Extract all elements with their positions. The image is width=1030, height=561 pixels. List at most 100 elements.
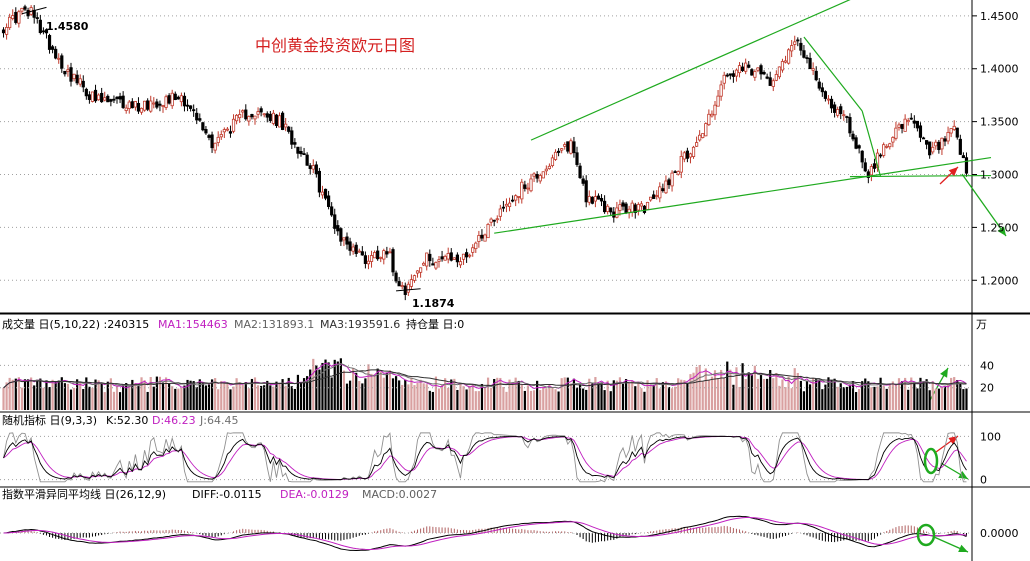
volume-bar xyxy=(232,386,235,410)
volume-bar xyxy=(815,378,818,410)
volume-bar xyxy=(618,377,622,410)
candle-body xyxy=(351,246,355,252)
volume-bar xyxy=(388,370,392,410)
candle-body xyxy=(897,124,901,128)
volume-bar xyxy=(750,374,753,410)
candle-body xyxy=(323,188,328,199)
volume-bar xyxy=(670,388,674,410)
candle-body xyxy=(633,204,637,214)
volume-bar xyxy=(511,382,514,410)
volume-bar xyxy=(471,384,474,410)
volume-bar xyxy=(33,385,36,410)
volume-bar xyxy=(713,370,717,410)
candle-body xyxy=(213,142,217,151)
candle-body xyxy=(409,279,414,287)
volume-bar xyxy=(904,377,907,410)
volume-bar xyxy=(450,379,453,410)
volume-bar xyxy=(851,381,855,410)
candle-body xyxy=(5,27,9,35)
candle-body xyxy=(676,171,680,175)
candle-body xyxy=(710,113,714,117)
volume-bar xyxy=(701,381,704,410)
candle-body xyxy=(882,144,886,156)
volume-bar xyxy=(275,381,278,410)
candle-body xyxy=(814,70,818,81)
volume-bar xyxy=(652,385,655,410)
candle-body xyxy=(382,250,386,260)
macd-legend-diff: DIFF:-0.0115 xyxy=(192,488,262,501)
kdj-legend-j: J:64.45 xyxy=(199,414,238,427)
volume-bar xyxy=(79,381,82,410)
candle-body xyxy=(127,101,131,109)
candle-body xyxy=(452,257,456,260)
candle-body xyxy=(72,73,76,80)
volume-bar xyxy=(223,381,226,410)
candle-body xyxy=(679,156,683,173)
price-tick-label: 1.2500 xyxy=(980,221,1019,234)
volume-bar xyxy=(637,381,640,410)
volume-bar xyxy=(2,387,5,410)
volume-bar xyxy=(683,380,686,410)
volume-bar xyxy=(336,361,339,410)
candle-body xyxy=(670,172,674,187)
candle-body xyxy=(38,19,42,33)
macd-tick-label: 0.0000 xyxy=(980,527,1019,540)
candle-body xyxy=(265,113,269,118)
volume-bar xyxy=(741,363,744,410)
candle-body xyxy=(912,120,916,124)
volume-bar xyxy=(284,385,287,410)
candle-body xyxy=(851,133,855,140)
candle-body xyxy=(458,261,463,266)
candle-body xyxy=(130,101,134,109)
volume-bar xyxy=(508,379,511,410)
volume-bar xyxy=(269,385,272,410)
candle-body xyxy=(75,74,79,84)
candle-body xyxy=(863,162,867,172)
candle-body xyxy=(547,165,552,170)
volume-bar xyxy=(879,377,882,410)
volume-bar xyxy=(891,381,894,410)
macd-series: 0.0000 xyxy=(0,515,1019,552)
volume-bar xyxy=(646,380,649,410)
candle-body xyxy=(195,112,199,121)
volume-bar xyxy=(36,379,39,410)
candle-body xyxy=(437,259,441,262)
volume-bar xyxy=(146,391,149,410)
candle-body xyxy=(268,113,272,121)
volume-bar xyxy=(57,380,60,410)
volume-bar xyxy=(186,379,189,410)
candle-body xyxy=(47,35,52,50)
volume-bar xyxy=(621,383,625,410)
volume-tick-label: 40 xyxy=(980,359,994,372)
volume-bar xyxy=(149,377,152,410)
volume-bar xyxy=(597,383,600,410)
volume-bar xyxy=(882,385,885,410)
volume-bar xyxy=(192,381,195,410)
volume-tick-label: 20 xyxy=(980,382,994,395)
macd-diff-line xyxy=(3,515,967,552)
candle-body xyxy=(1,29,6,34)
candle-body xyxy=(593,196,598,202)
candle-body xyxy=(320,191,325,196)
candle-body xyxy=(63,70,67,75)
candle-body xyxy=(550,157,555,167)
volume-bar xyxy=(281,379,284,410)
candle-body xyxy=(799,42,803,51)
volume-bar xyxy=(48,387,51,410)
volume-bar xyxy=(434,376,438,410)
volume-unit: 万 xyxy=(976,318,987,331)
volume-bar xyxy=(348,380,352,410)
candle-body xyxy=(66,69,70,72)
candle-body xyxy=(667,179,671,186)
volume-bar xyxy=(453,378,456,410)
candle-body xyxy=(471,247,475,253)
candle-body xyxy=(823,91,828,99)
kdj-legend-d: D:46.23 xyxy=(152,414,196,427)
candle-body xyxy=(836,109,840,116)
candle-body xyxy=(802,50,806,58)
volume-bar xyxy=(738,386,741,410)
candle-body xyxy=(498,208,502,217)
candle-body xyxy=(820,87,824,93)
candle-body xyxy=(139,107,144,113)
candle-body xyxy=(964,157,969,174)
